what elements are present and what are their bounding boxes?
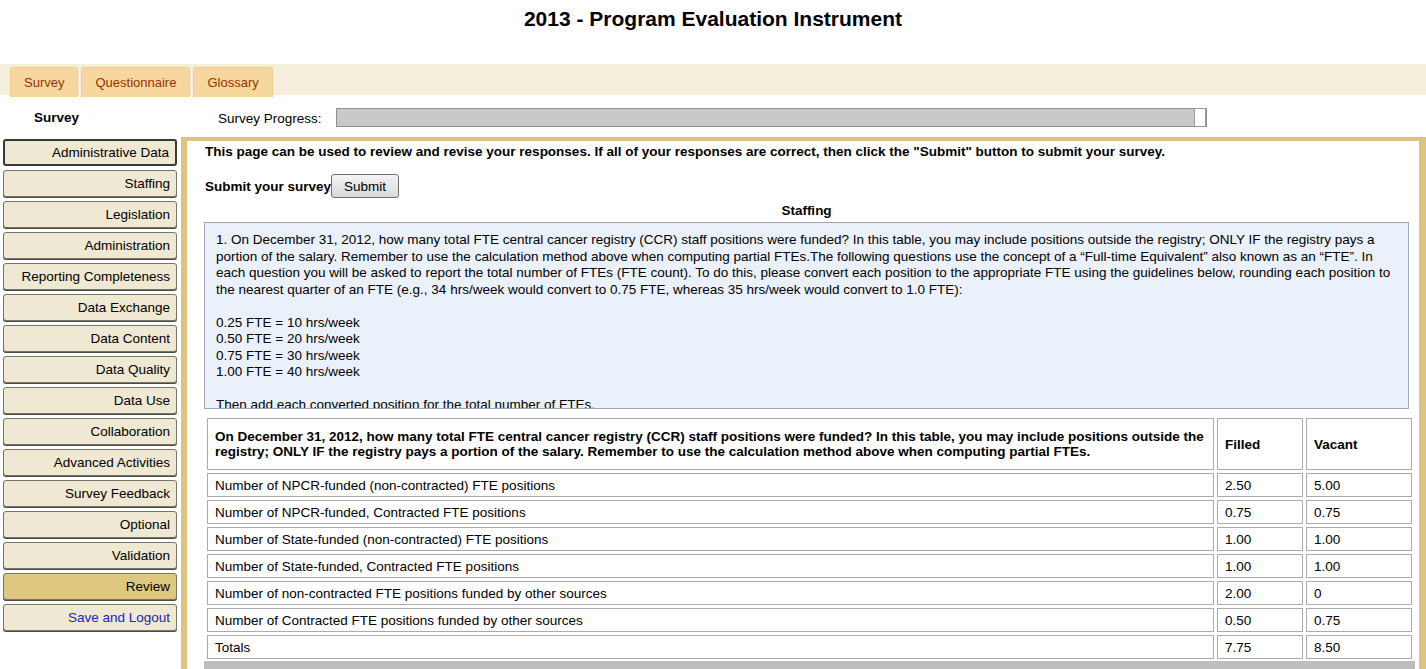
survey-progress-thumb (1194, 108, 1206, 127)
tab-label: Questionnaire (95, 75, 176, 90)
sidebar-item-legislation[interactable]: Legislation (3, 201, 177, 228)
table-row-number-of-state-funded-non-contracted-fte-positions: Number of State-funded (non-contracted) … (207, 527, 1412, 551)
row-label: Totals (207, 635, 1214, 659)
main-content-panel: This page can be used to review and revi… (181, 137, 1426, 669)
table-row-number-of-state-funded-contracted-fte-positions: Number of State-funded, Contracted FTE p… (207, 554, 1412, 578)
tab-bar: Survey Questionnaire Glossary (0, 64, 1426, 95)
tab-glossary[interactable]: Glossary (193, 67, 272, 97)
filled-column-header: Filled (1217, 418, 1303, 470)
sidebar-item-advanced-activities[interactable]: Advanced Activities (3, 449, 177, 476)
table-row-number-of-npcr-funded-contracted-fte-positions: Number of NPCR-funded, Contracted FTE po… (207, 500, 1412, 524)
sidebar-section-heading: Survey (34, 110, 79, 125)
sidebar-item-optional[interactable]: Optional (3, 511, 177, 538)
question-outro: Then add each converted position for the… (216, 397, 1397, 409)
submit-row: Submit your survey Submit (205, 174, 399, 198)
sidebar-item-label: Data Use (114, 393, 170, 408)
submit-button[interactable]: Submit (331, 174, 399, 198)
sidebar-item-label: Collaboration (90, 424, 170, 439)
row-filled-value: 1.00 (1217, 527, 1303, 551)
sidebar-item-validation[interactable]: Validation (3, 542, 177, 569)
row-filled-value: 2.50 (1217, 473, 1303, 497)
table-row-number-of-non-contracted-fte-positions-funded-by-other-sources: Number of non-contracted FTE positions f… (207, 581, 1412, 605)
survey-progress-fill (337, 109, 1194, 126)
row-vacant-value: 0.75 (1306, 608, 1412, 632)
table-row-number-of-contracted-fte-positions-funded-by-other-sources: Number of Contracted FTE positions funde… (207, 608, 1412, 632)
question-info-box: 1. On December 31, 2012, how many total … (204, 222, 1409, 409)
sidebar: Administrative Data Staffing Legislation… (3, 139, 177, 631)
review-instructions: This page can be used to review and revi… (205, 144, 1415, 159)
section-title: Staffing (204, 203, 1409, 218)
sidebar-item-administrative-data[interactable]: Administrative Data (3, 139, 177, 166)
row-filled-value: 2.00 (1217, 581, 1303, 605)
table-header-row: On December 31, 2012, how many total FTE… (207, 418, 1412, 470)
survey-progress-bar (336, 108, 1207, 127)
row-label: Number of non-contracted FTE positions f… (207, 581, 1214, 605)
sidebar-item-reporting-completeness[interactable]: Reporting Completeness (3, 263, 177, 290)
sidebar-item-data-use[interactable]: Data Use (3, 387, 177, 414)
row-vacant-value: 5.00 (1306, 473, 1412, 497)
row-filled-value: 7.75 (1217, 635, 1303, 659)
row-vacant-value: 1.00 (1306, 527, 1412, 551)
row-filled-value: 0.50 (1217, 608, 1303, 632)
fte-conversion-line-0-25-fte-10-hrs-week: 0.25 FTE = 10 hrs/week (216, 315, 1397, 332)
sidebar-item-label: Survey Feedback (65, 486, 170, 501)
sidebar-item-label: Review (126, 579, 170, 594)
row-vacant-value: 1.00 (1306, 554, 1412, 578)
sidebar-item-data-exchange[interactable]: Data Exchange (3, 294, 177, 321)
sidebar-item-administration[interactable]: Administration (3, 232, 177, 259)
question-paragraph: 1. On December 31, 2012, how many total … (216, 232, 1397, 298)
table-row-number-of-npcr-funded-non-contracted-fte-positions: Number of NPCR-funded (non-contracted) F… (207, 473, 1412, 497)
fte-conversion-line-0-50-fte-20-hrs-week: 0.50 FTE = 20 hrs/week (216, 331, 1397, 348)
sidebar-item-label: Reporting Completeness (21, 269, 170, 284)
sidebar-item-data-quality[interactable]: Data Quality (3, 356, 177, 383)
sidebar-item-data-content[interactable]: Data Content (3, 325, 177, 352)
sidebar-item-label: Optional (120, 517, 170, 532)
tab-survey[interactable]: Survey (10, 67, 78, 97)
sidebar-item-label: Advanced Activities (54, 455, 170, 470)
row-filled-value: 0.75 (1217, 500, 1303, 524)
sidebar-item-save-and-logout[interactable]: Save and Logout (3, 604, 177, 631)
row-vacant-value: 0.75 (1306, 500, 1412, 524)
fte-conversion-line-1-00-fte-40-hrs-week: 1.00 FTE = 40 hrs/week (216, 364, 1397, 381)
question-column-header: On December 31, 2012, how many total FTE… (207, 418, 1214, 470)
sidebar-item-survey-feedback[interactable]: Survey Feedback (3, 480, 177, 507)
tab-label: Survey (24, 75, 64, 90)
sidebar-item-label: Data Content (90, 331, 170, 346)
next-section-divider (204, 661, 1415, 669)
tab-questionnaire[interactable]: Questionnaire (81, 67, 190, 97)
sidebar-item-label: Administrative Data (52, 145, 169, 160)
page-title: 2013 - Program Evaluation Instrument (0, 7, 1426, 31)
sidebar-item-label: Validation (112, 548, 170, 563)
fte-table: On December 31, 2012, how many total FTE… (204, 415, 1415, 662)
spacer (216, 298, 1397, 315)
sidebar-item-collaboration[interactable]: Collaboration (3, 418, 177, 445)
row-label: Number of NPCR-funded (non-contracted) F… (207, 473, 1214, 497)
spacer (216, 381, 1397, 398)
tab-label: Glossary (207, 75, 258, 90)
row-label: Number of Contracted FTE positions funde… (207, 608, 1214, 632)
vacant-column-header: Vacant (1306, 418, 1412, 470)
submit-prompt: Submit your survey (205, 179, 331, 194)
sidebar-item-label: Administration (84, 238, 170, 253)
row-label: Number of NPCR-funded, Contracted FTE po… (207, 500, 1214, 524)
fte-conversion-line-0-75-fte-30-hrs-week: 0.75 FTE = 30 hrs/week (216, 348, 1397, 365)
sidebar-item-label: Data Quality (96, 362, 170, 377)
sidebar-item-label: Save and Logout (68, 610, 170, 625)
sidebar-item-label: Data Exchange (78, 300, 170, 315)
sidebar-item-label: Staffing (124, 176, 170, 191)
row-vacant-value: 8.50 (1306, 635, 1412, 659)
table-row-totals: Totals 7.75 8.50 (207, 635, 1412, 659)
row-vacant-value: 0 (1306, 581, 1412, 605)
row-label: Number of State-funded, Contracted FTE p… (207, 554, 1214, 578)
sidebar-item-label: Legislation (105, 207, 170, 222)
survey-progress-label: Survey Progress: (218, 111, 322, 126)
sidebar-item-review[interactable]: Review (3, 573, 177, 600)
row-label: Number of State-funded (non-contracted) … (207, 527, 1214, 551)
row-filled-value: 1.00 (1217, 554, 1303, 578)
sidebar-item-staffing[interactable]: Staffing (3, 170, 177, 197)
